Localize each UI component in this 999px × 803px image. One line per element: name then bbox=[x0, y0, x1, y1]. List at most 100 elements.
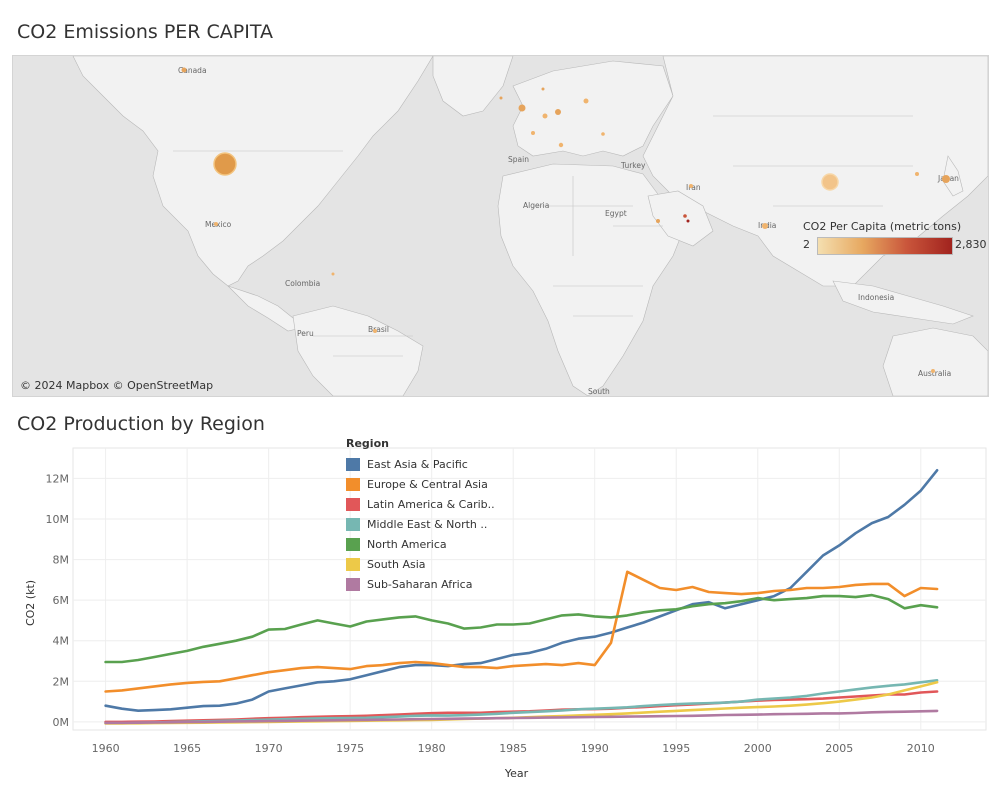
map-label-peru: Peru bbox=[297, 329, 314, 338]
line-chart-canvas: 1960 1965 1970 1975 1980 1985 1990 1995 2000 2005… bbox=[24, 447, 987, 780]
region-legend-title: Region bbox=[346, 437, 389, 450]
map-label-egypt: Egypt bbox=[605, 209, 627, 218]
x-tick-label: 1975 bbox=[336, 742, 364, 755]
indonesia-land bbox=[832, 280, 974, 325]
y-tick-label: 2M bbox=[53, 675, 70, 688]
region-legend-swatch bbox=[346, 457, 360, 471]
region-legend-label: Latin America & Carib.. bbox=[367, 497, 495, 511]
line-chart[interactable]: 1960 1965 1970 1975 1980 1985 1990 1995 2000 2005… bbox=[0, 440, 999, 799]
region-legend-label: South Asia bbox=[367, 557, 426, 571]
map-label-south: South bbox=[588, 387, 610, 396]
bubble-iran bbox=[689, 184, 693, 188]
x-tick-label: 1990 bbox=[581, 742, 609, 755]
bubble-ireland bbox=[499, 96, 503, 100]
y-axis-label: CO2 (kt) bbox=[24, 580, 37, 626]
bubble-france bbox=[542, 113, 548, 119]
region-legend-label: North America bbox=[367, 537, 447, 551]
map-label-mexico: Mexico bbox=[205, 220, 232, 229]
region-legend-item[interactable]: Middle East & North .. bbox=[346, 514, 495, 534]
bubble-venezuela bbox=[331, 272, 335, 276]
map-title: CO2 Emissions PER CAPITA bbox=[17, 21, 273, 43]
bubble-uae bbox=[686, 219, 690, 223]
emission-bubbles[interactable] bbox=[181, 67, 951, 374]
map-label-indonesia: Indonesia bbox=[858, 293, 894, 302]
chart-title: CO2 Production by Region bbox=[17, 413, 265, 435]
bubble-brazil bbox=[373, 329, 377, 333]
bubble-germany bbox=[555, 109, 561, 115]
region-legend-item[interactable]: Sub-Saharan Africa bbox=[346, 574, 495, 594]
map-label-brasil: Brasil bbox=[368, 325, 389, 334]
y-tick-label: 4M bbox=[53, 635, 70, 648]
bubble-australia bbox=[931, 369, 935, 373]
region-legend-swatch bbox=[346, 577, 360, 591]
map-legend-title: CO2 Per Capita (metric tons) bbox=[803, 220, 962, 233]
africa-land bbox=[497, 163, 684, 396]
region-legend-label: East Asia & Pacific bbox=[367, 457, 468, 471]
map-label-canada: Canada bbox=[178, 66, 207, 75]
region-legend-label: Sub-Saharan Africa bbox=[367, 577, 473, 591]
bubble-korea bbox=[915, 172, 919, 176]
region-legend-swatch bbox=[346, 497, 360, 511]
map-label-spain: Spain bbox=[508, 155, 529, 164]
asia-land bbox=[642, 56, 988, 287]
y-tick-label: 10M bbox=[46, 513, 70, 526]
plot-area bbox=[72, 447, 987, 731]
y-tick-label: 6M bbox=[53, 594, 70, 607]
bubble-ukraine bbox=[601, 132, 605, 136]
australia-land bbox=[882, 327, 988, 396]
region-legend-item[interactable]: Latin America & Carib.. bbox=[346, 494, 495, 514]
x-tick-label: 1980 bbox=[418, 742, 446, 755]
x-tick-label: 2000 bbox=[744, 742, 772, 755]
bubble-uk bbox=[518, 104, 526, 112]
x-tick-label: 1985 bbox=[499, 742, 527, 755]
x-tick-label: 1960 bbox=[92, 742, 120, 755]
map-label-australia: Australia bbox=[918, 369, 951, 378]
bubble-mexico bbox=[214, 222, 218, 226]
south-america-land bbox=[292, 305, 424, 396]
y-tick-label: 0M bbox=[53, 716, 70, 729]
bubble-italy bbox=[558, 142, 564, 148]
map-attribution: © 2024 Mapbox © OpenStreetMap bbox=[20, 379, 214, 392]
map-label-algeria: Algeria bbox=[523, 201, 549, 210]
region-legend-item[interactable]: South Asia bbox=[346, 554, 495, 574]
bubble-poland bbox=[583, 98, 589, 104]
bubble-usa bbox=[213, 152, 237, 176]
series-line-east-asia-pacific bbox=[104, 469, 939, 712]
series-line-north-america bbox=[104, 593, 939, 664]
bubble-canada bbox=[181, 67, 187, 73]
x-tick-label: 1995 bbox=[662, 742, 690, 755]
bubble-india bbox=[762, 223, 768, 229]
y-tick-label: 8M bbox=[53, 554, 70, 567]
region-legend-item[interactable]: North America bbox=[346, 534, 495, 554]
region-legend-swatch bbox=[346, 477, 360, 491]
world-map[interactable]: Canada Mexico Colombia Peru Brasil Spain… bbox=[12, 55, 989, 397]
map-label-colombia: Colombia bbox=[285, 279, 320, 288]
map-canvas: Canada Mexico Colombia Peru Brasil Spain… bbox=[13, 56, 988, 396]
arabia-land bbox=[647, 190, 714, 247]
map-label-turkey: Turkey bbox=[620, 161, 646, 170]
north-america-land bbox=[72, 56, 434, 287]
map-legend-max: 2,830 bbox=[955, 238, 987, 251]
bubble-china bbox=[821, 173, 839, 191]
region-legend-swatch bbox=[346, 517, 360, 531]
region-legend-swatch bbox=[346, 557, 360, 571]
region-legend-swatch bbox=[346, 537, 360, 551]
bubble-norway bbox=[541, 87, 545, 91]
region-legend-label: Europe & Central Asia bbox=[367, 477, 488, 491]
bubble-qatar bbox=[683, 214, 687, 218]
greenland-land bbox=[432, 56, 514, 117]
bubble-saudi bbox=[656, 219, 660, 223]
europe-land bbox=[512, 60, 674, 157]
map-legend-gradient bbox=[817, 237, 953, 255]
series-line-europe-central-asia bbox=[104, 570, 939, 693]
bubble-japan bbox=[942, 175, 950, 183]
region-legend-item[interactable]: East Asia & Pacific bbox=[346, 454, 495, 474]
region-legend-item[interactable]: Europe & Central Asia bbox=[346, 474, 495, 494]
x-tick-label: 2010 bbox=[907, 742, 935, 755]
bubble-spain bbox=[531, 131, 535, 135]
y-tick-label: 12M bbox=[46, 472, 70, 485]
region-legend[interactable]: Region East Asia & Pacific Europe & Centr… bbox=[346, 437, 495, 594]
x-tick-label: 2005 bbox=[825, 742, 853, 755]
series-line-sub-saharan-africa bbox=[104, 709, 939, 725]
map-label-iran: Iran bbox=[686, 183, 701, 192]
